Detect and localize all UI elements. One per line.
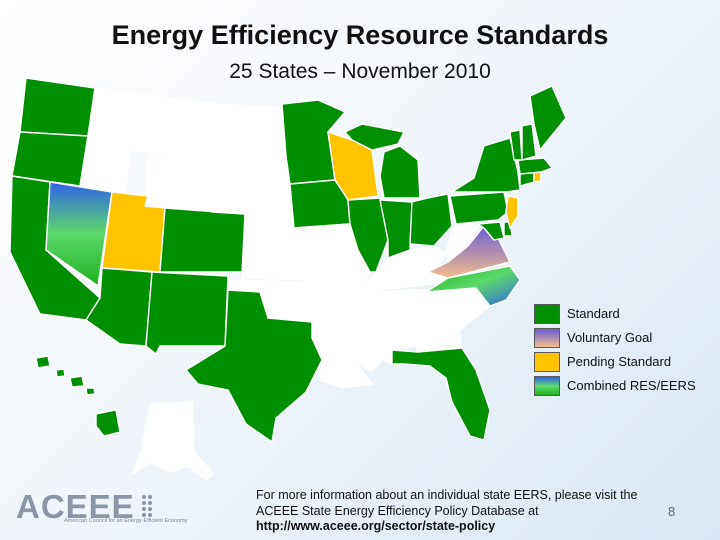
state-arkansas xyxy=(305,287,365,339)
state-new-mexico xyxy=(145,271,229,355)
state-washington xyxy=(19,77,96,137)
state-massachusetts xyxy=(517,157,553,175)
logo-dots-icon xyxy=(142,495,152,517)
state-florida xyxy=(391,347,491,441)
state-north-dakota xyxy=(214,103,287,157)
legend-item-combined-res-eers: Combined RES/EERS xyxy=(534,376,720,400)
state-montana xyxy=(107,89,219,161)
legend-item-standard: Standard xyxy=(534,304,720,328)
slide-subtitle: 25 States – November 2010 xyxy=(229,60,491,83)
footer-text: For more information about an individual… xyxy=(256,488,638,518)
state-alaska xyxy=(131,401,215,481)
state-maryland xyxy=(477,221,505,241)
state-colorado xyxy=(159,207,246,273)
state-west-virginia xyxy=(445,221,479,263)
state-wyoming xyxy=(144,154,216,213)
legend-swatch-pending-standard xyxy=(534,352,560,372)
logo-wordmark: ACEEE xyxy=(16,488,135,525)
state-texas xyxy=(185,289,323,443)
state-maine xyxy=(529,85,567,151)
legend-label-pending-standard: Pending Standard xyxy=(567,354,672,369)
page-number: 8 xyxy=(668,504,676,519)
slide-title: Energy Efficiency Resource Standards xyxy=(111,20,609,50)
state-new-york xyxy=(451,137,521,193)
state-ohio xyxy=(409,193,453,247)
footer-note: For more information about an individual… xyxy=(256,488,646,535)
legend-item-voluntary-goal: Voluntary Goal xyxy=(534,328,720,352)
state-new-hampshire xyxy=(521,123,537,161)
legend-label-combined-res-eers: Combined RES/EERS xyxy=(567,378,696,393)
legend-item-pending-standard: Pending Standard xyxy=(534,352,720,376)
legend-swatch-standard xyxy=(534,304,560,324)
state-south-dakota xyxy=(211,153,291,207)
state-pennsylvania xyxy=(449,191,509,225)
logo-tagline: American Council for an Energy-Efficient… xyxy=(64,518,188,524)
aceee-logo: ACEEE American Council for an Energy-Eff… xyxy=(16,488,196,530)
legend-swatch-combined-res-eers xyxy=(534,376,560,396)
legend-swatch-voluntary-goal xyxy=(534,328,560,348)
state-hawaii xyxy=(35,355,121,437)
state-michigan-lower xyxy=(379,145,421,199)
state-new-jersey xyxy=(505,195,519,229)
state-rhode-island xyxy=(533,171,542,183)
legend-label-standard: Standard xyxy=(567,306,620,321)
legend-label-voluntary-goal: Voluntary Goal xyxy=(567,330,653,345)
policy-database-link[interactable]: http://www.aceee.org/sector/state-policy xyxy=(256,519,496,533)
state-kansas xyxy=(241,235,309,281)
state-michigan-upper xyxy=(344,123,405,151)
